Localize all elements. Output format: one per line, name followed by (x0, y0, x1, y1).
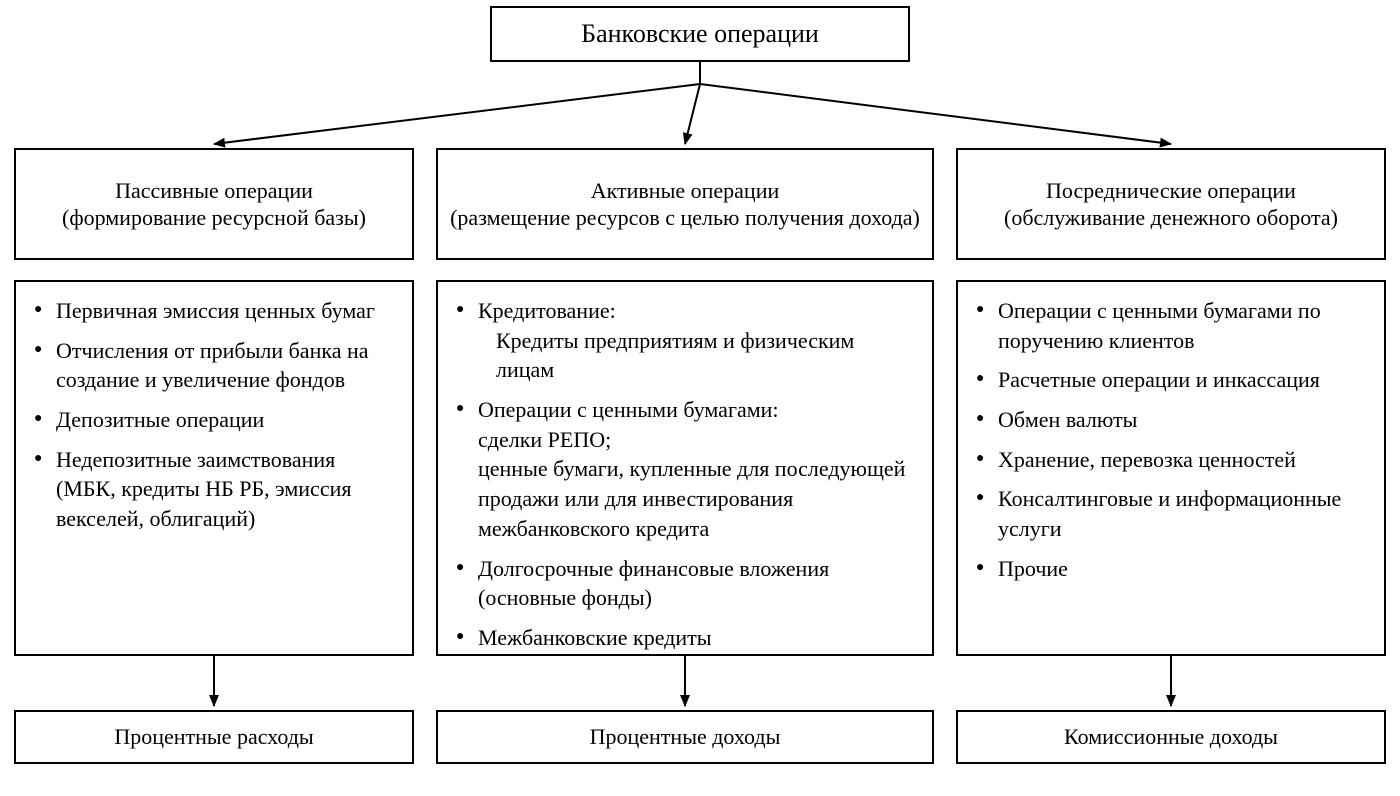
result-intermediary: Комиссионные доходы (956, 710, 1386, 764)
items-active-list: Кредитование: Кредиты предприятиям и физ… (456, 296, 914, 653)
category-intermediary-line1: Посреднические операции (1046, 177, 1296, 205)
list-item: Первичная эмиссия ценных бумаг (34, 296, 394, 326)
result-passive-label: Процентные расходы (114, 724, 313, 750)
category-active-line1: Активные операции (591, 177, 780, 205)
list-item: Недепозитные заимствования (МБК, кредиты… (34, 445, 394, 534)
category-passive-line1: Пассивные операции (115, 177, 313, 205)
category-active: Активные операции (размещение ресурсов с… (436, 148, 934, 260)
items-intermediary: Операции с ценными бумагами по поручению… (956, 280, 1386, 656)
items-passive: Первичная эмиссия ценных бумаг Отчислени… (14, 280, 414, 656)
items-passive-list: Первичная эмиссия ценных бумаг Отчислени… (34, 296, 394, 534)
category-passive: Пассивные операции (формирование ресурсн… (14, 148, 414, 260)
list-item: Кредитование: Кредиты предприятиям и физ… (456, 296, 914, 385)
list-item: Консалтинговые и информационные услуги (976, 484, 1366, 543)
list-item: Операции с ценными бумагами: сделки РЕПО… (456, 395, 914, 543)
result-active-label: Процентные доходы (590, 724, 781, 750)
list-item: Прочие (976, 554, 1366, 584)
list-item: Расчетные операции и инкассация (976, 365, 1366, 395)
root-node: Банковские операции (490, 6, 910, 62)
list-item: Хранение, перевозка ценностей (976, 445, 1366, 475)
result-intermediary-label: Комиссионные доходы (1064, 724, 1278, 750)
items-active: Кредитование: Кредиты предприятиям и физ… (436, 280, 934, 656)
category-passive-line2: (формирование ресурсной базы) (62, 204, 366, 232)
items-intermediary-list: Операции с ценными бумагами по поручению… (976, 296, 1366, 584)
result-passive: Процентные расходы (14, 710, 414, 764)
category-intermediary-line2: (обслуживание денежного оборота) (1004, 204, 1338, 232)
list-item: Межбанковские кредиты (456, 623, 914, 653)
category-active-line2: (размещение ресурсов с целью получения д… (450, 204, 920, 232)
list-item: Обмен валюты (976, 405, 1366, 435)
list-item: Отчисления от прибыли банка на создание … (34, 336, 394, 395)
category-intermediary: Посреднические операции (обслуживание де… (956, 148, 1386, 260)
list-item: Долгосрочные финансовые вложения (основн… (456, 554, 914, 613)
list-item: Операции с ценными бумагами по поручению… (976, 296, 1366, 355)
list-item: Депозитные операции (34, 405, 394, 435)
root-label: Банковские операции (581, 19, 819, 49)
result-active: Процентные доходы (436, 710, 934, 764)
